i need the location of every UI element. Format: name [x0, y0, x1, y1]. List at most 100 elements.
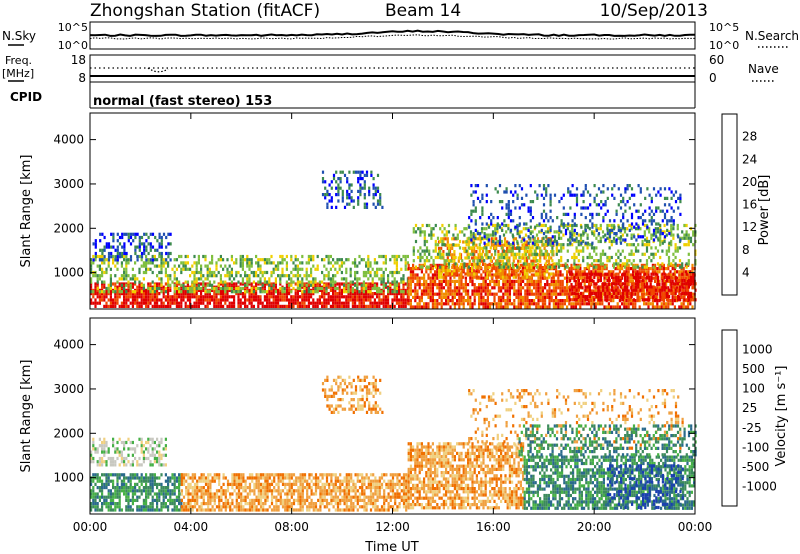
- heatmap-cell: [178, 304, 181, 308]
- heatmap-cell: [149, 258, 152, 262]
- heatmap-cell: [519, 270, 522, 274]
- heatmap-cell: [323, 277, 326, 281]
- heatmap-cell: [513, 252, 517, 256]
- heatmap-cell: [356, 283, 359, 287]
- heatmap-cell: [94, 282, 97, 286]
- heatmap-cell: [562, 246, 565, 250]
- heatmap-cell: [261, 285, 264, 289]
- heatmap-cell: [658, 279, 661, 283]
- heatmap-cell: [621, 302, 624, 306]
- heatmap-cell: [473, 272, 476, 276]
- heatmap-cell: [490, 243, 493, 247]
- heatmap-cell: [116, 285, 119, 289]
- heatmap-cell: [442, 302, 445, 306]
- heatmap-cell: [478, 286, 481, 290]
- heatmap-cell: [492, 262, 496, 266]
- heatmap-cell: [109, 277, 112, 281]
- heatmap-cell: [491, 292, 494, 296]
- heatmap-cell: [160, 261, 163, 265]
- heatmap-cell: [208, 290, 211, 294]
- heatmap-cell: [343, 283, 346, 287]
- heatmap-cell: [325, 304, 328, 308]
- heatmap-cell: [332, 177, 336, 181]
- heatmap-cell: [233, 290, 236, 294]
- heatmap-cell: [678, 283, 681, 287]
- heatmap-cell: [507, 203, 510, 207]
- heatmap-cell: [332, 285, 335, 289]
- heatmap-cell: [382, 304, 385, 308]
- heatmap-cell: [123, 295, 126, 299]
- heatmap-cell: [250, 270, 253, 275]
- heatmap-cell: [597, 239, 600, 244]
- heatmap-cell: [423, 292, 426, 296]
- heatmap-cell: [316, 264, 319, 268]
- heatmap-cell: [606, 298, 609, 302]
- heatmap-cell: [482, 276, 485, 280]
- heatmap-cell: [540, 239, 543, 244]
- heatmap-cell: [625, 270, 628, 274]
- heatmap-cell: [226, 274, 229, 278]
- heatmap-cell: [239, 254, 242, 259]
- heatmap-cell: [507, 223, 510, 228]
- heatmap-cell: [132, 232, 135, 236]
- heatmap-cell: [689, 270, 692, 274]
- heatmap-cell: [345, 282, 348, 286]
- heatmap-cell: [603, 286, 606, 290]
- heatmap-cell: [626, 259, 629, 263]
- heatmap-cell: [469, 299, 472, 303]
- heatmap-cell: [277, 261, 280, 265]
- heatmap-cell: [525, 240, 529, 244]
- heatmap-cell: [202, 274, 205, 278]
- heatmap-cell: [120, 264, 123, 268]
- heatmap-cell: [213, 292, 216, 296]
- heatmap-cell: [650, 200, 653, 204]
- heatmap-cell: [543, 266, 546, 270]
- heatmap-cell: [350, 196, 353, 200]
- heatmap-cell: [330, 205, 333, 209]
- heatmap-cell: [557, 262, 561, 266]
- heatmap-cell: [656, 305, 659, 309]
- heatmap-cell: [414, 292, 417, 296]
- heatmap-cell: [400, 298, 403, 302]
- heatmap-cell: [574, 270, 577, 274]
- heatmap-cell: [621, 262, 624, 266]
- heatmap-cell: [592, 263, 595, 267]
- heatmap-cell: [546, 289, 549, 293]
- heatmap-cell: [530, 283, 533, 287]
- heatmap-cell: [549, 243, 552, 247]
- heatmap-cell: [173, 274, 176, 278]
- heatmap-cell: [593, 291, 596, 295]
- heatmap-cell: [105, 304, 108, 308]
- heatmap-cell: [327, 285, 330, 289]
- heatmap-cell: [616, 305, 619, 309]
- heatmap-cell: [522, 302, 525, 306]
- heatmap-cell: [661, 219, 664, 223]
- heatmap-cell: [292, 301, 295, 305]
- heatmap-cell: [416, 276, 419, 280]
- heatmap-cell: [118, 295, 121, 299]
- heatmap-cell: [593, 184, 596, 188]
- heatmap-cell: [360, 295, 363, 299]
- heatmap-cell: [498, 255, 501, 260]
- heatmap-cell: [193, 270, 196, 275]
- heatmap-cell: [358, 298, 361, 302]
- heatmap-cell: [156, 248, 159, 252]
- heatmap-cell: [617, 228, 620, 232]
- heatmap-cell: [672, 252, 675, 256]
- heatmap-cell: [193, 290, 196, 294]
- heatmap-cell: [566, 292, 569, 296]
- heatmap-cell: [373, 283, 376, 287]
- heatmap-cell: [323, 264, 326, 268]
- heatmap-cell: [360, 288, 363, 292]
- heatmap-cell: [165, 251, 168, 256]
- heatmap-cell: [447, 223, 451, 228]
- heatmap-cell: [648, 219, 651, 223]
- heatmap-cell: [204, 304, 207, 308]
- heatmap-cell: [125, 290, 128, 294]
- heatmap-cell: [272, 301, 275, 305]
- heatmap-cell: [279, 304, 282, 308]
- heatmap-cell: [647, 273, 650, 277]
- heatmap-cell: [178, 292, 181, 296]
- heatmap-cell: [590, 246, 594, 250]
- heatmap-cell: [639, 259, 642, 263]
